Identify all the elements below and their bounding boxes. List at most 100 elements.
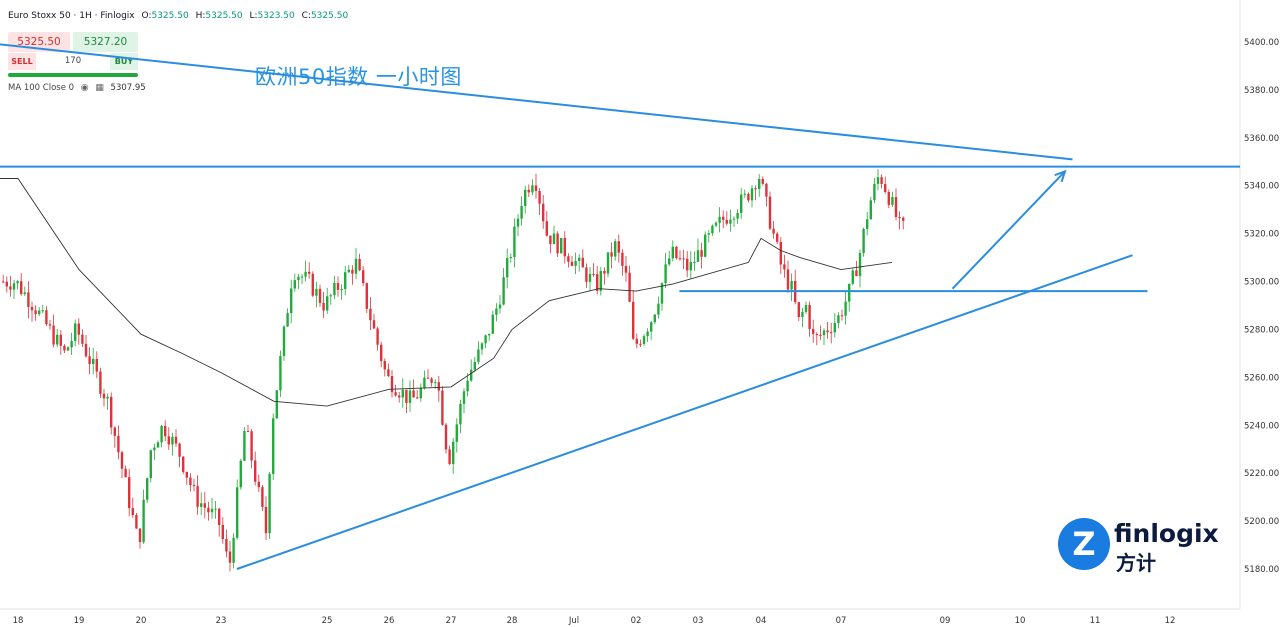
candle-body: [182, 456, 185, 472]
symbol-title: Euro Stoxx 50 · 1H · Finlogix: [8, 11, 135, 21]
arrow-up-short[interactable]: [951, 170, 1066, 290]
candle-body: [495, 308, 498, 315]
candle-body: [812, 329, 815, 334]
candle-body: [848, 283, 851, 302]
candle-body: [750, 188, 754, 201]
candle-body: [74, 323, 77, 341]
candle-body: [459, 403, 462, 425]
candle-body: [120, 452, 124, 469]
candle-body: [272, 418, 275, 474]
y-tick-label: 5220.00: [1244, 469, 1279, 479]
candle-body: [416, 397, 419, 399]
x-tick-label: 11: [1090, 616, 1101, 626]
eye-icon[interactable]: ◉: [80, 83, 89, 93]
candle-body: [502, 277, 505, 305]
candle-body: [898, 216, 901, 218]
candle-body: [646, 331, 649, 337]
candle-body: [668, 258, 671, 265]
candle-body: [146, 478, 149, 500]
candle-body: [880, 177, 883, 185]
y-tick-label: 5360.00: [1244, 134, 1279, 144]
candle-body: [376, 328, 379, 345]
candle-body: [23, 292, 26, 294]
candle-body: [279, 356, 282, 391]
x-tick-label: 12: [1165, 616, 1176, 626]
y-tick-label: 5240.00: [1244, 421, 1279, 431]
candle-body: [840, 315, 844, 317]
ohlc-low-key: L:: [249, 11, 258, 21]
candle-body: [527, 189, 530, 193]
candle-body: [156, 442, 160, 448]
candle-body: [578, 257, 581, 262]
candle-body: [167, 436, 170, 445]
candle-body: [516, 218, 520, 227]
candle-body: [401, 389, 404, 398]
candle-body: [617, 241, 620, 253]
candle-body: [131, 508, 134, 516]
arrow-up-long[interactable]: [0, 43, 1073, 161]
candle-body: [534, 185, 538, 191]
ohlc-close-key: C:: [301, 11, 311, 21]
candle-body: [128, 477, 131, 509]
candle-body: [106, 396, 109, 399]
ohlc-open-key: O:: [141, 11, 152, 21]
candle-body: [268, 473, 271, 534]
candle-body: [772, 228, 775, 234]
candle-body: [740, 194, 743, 213]
uptrend-line[interactable]: [236, 254, 1133, 570]
candle-body: [311, 273, 314, 296]
candle-body: [164, 426, 167, 437]
candle-body: [804, 305, 808, 312]
candle-body: [754, 188, 757, 190]
candle-body: [657, 303, 660, 315]
candle-body: [448, 449, 451, 465]
candle-body: [606, 252, 610, 274]
candle-body: [333, 283, 336, 296]
candle-body: [398, 395, 401, 398]
candle-body: [664, 264, 667, 284]
candle-body: [282, 326, 286, 357]
candle-body: [27, 292, 30, 307]
calculator-icon[interactable]: ▦: [95, 83, 104, 93]
candle-body: [873, 183, 876, 201]
candle-body: [390, 376, 394, 393]
x-tick-label: 28: [507, 616, 518, 626]
candle-body: [830, 332, 833, 334]
candle-body: [275, 390, 278, 419]
candle-body: [261, 487, 264, 507]
candle-body: [200, 503, 203, 507]
candle-body: [768, 196, 772, 229]
annotation-title: 欧洲50指数 一小时图: [255, 65, 462, 89]
candle-body: [95, 358, 98, 372]
candle-body: [498, 304, 502, 309]
buy-price-button[interactable]: 5327.20: [73, 32, 138, 52]
sell-button[interactable]: SELL: [8, 53, 36, 70]
candle-body: [189, 477, 192, 486]
candle-body: [866, 219, 869, 229]
candle-body: [380, 344, 383, 361]
candle-body: [736, 212, 739, 219]
ohlc-low: 5323.50: [257, 11, 295, 21]
candle-body: [228, 551, 232, 563]
candle-body: [369, 308, 372, 321]
x-tick-label: 25: [322, 616, 333, 626]
candle-body: [20, 281, 23, 294]
candle-body: [729, 219, 732, 224]
quantity-input[interactable]: 170: [64, 56, 82, 66]
candle-body: [862, 228, 865, 253]
candle-body: [790, 280, 793, 290]
x-tick-label: 23: [216, 616, 227, 626]
candle-body: [452, 441, 455, 465]
candle-body: [538, 190, 541, 204]
candle-body: [221, 524, 224, 540]
candle-body: [491, 314, 494, 334]
candle-body: [365, 283, 368, 309]
candle-body: [297, 276, 300, 281]
ma-indicator-legend[interactable]: MA 100 Close 0 ◉ ▦ 5307.95: [8, 83, 146, 93]
candle-body: [70, 340, 73, 348]
ohlc-high: 5325.50: [205, 11, 243, 21]
candle-body: [531, 185, 534, 193]
ma-indicator-label: MA 100 Close 0: [8, 83, 75, 93]
candle-body: [430, 378, 433, 383]
